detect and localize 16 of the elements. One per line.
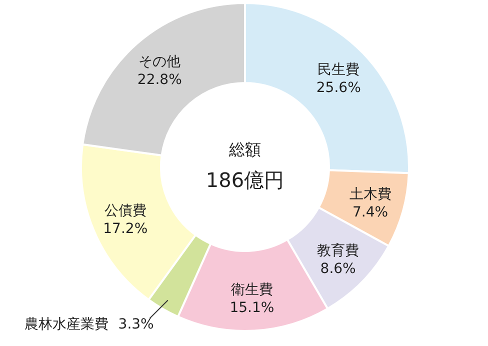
slice-label: 農林水産業費 <box>24 316 108 332</box>
data-label: 8.6% <box>320 260 356 277</box>
slice-label: 土木費 <box>349 186 392 203</box>
text: 総額 <box>228 140 261 159</box>
data-label: 7.4% <box>352 204 388 221</box>
slice-label: 教育費 <box>317 242 360 259</box>
data-label: 15.1% <box>230 300 274 316</box>
slice-label: 衛生費 <box>230 282 273 298</box>
data-label: 25.6% <box>316 80 361 96</box>
data-label: 3.3% <box>118 316 154 332</box>
text: 186億円 <box>206 168 284 192</box>
data-label: 17.2% <box>103 220 148 237</box>
data-label: 22.8% <box>137 72 182 88</box>
slice-label: その他 <box>138 54 181 70</box>
slice-label: 民生費 <box>318 62 360 78</box>
slice-label: 公債費 <box>104 202 146 219</box>
